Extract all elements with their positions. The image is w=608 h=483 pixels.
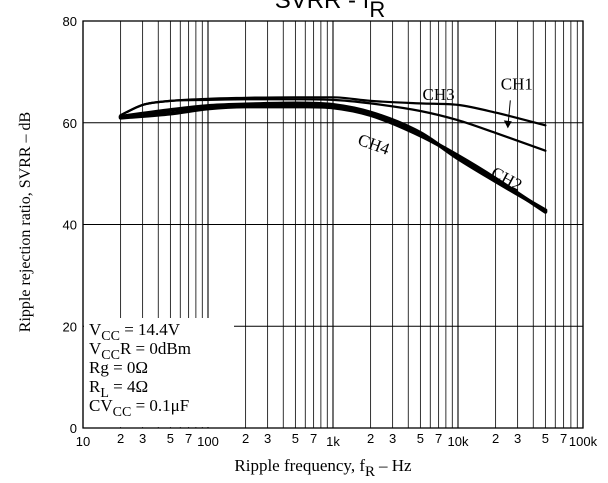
x-decade-label: 10k	[448, 434, 469, 449]
x-axis-label-sub: R	[365, 464, 375, 480]
x-minor-label: 2	[492, 431, 499, 446]
condition-sub: CC	[101, 348, 120, 363]
y-tick-label: 60	[63, 116, 77, 131]
x-minor-label: 2	[367, 431, 374, 446]
series-label-ch2: CH2	[488, 163, 525, 195]
condition-line: VCC = 14.4V	[89, 320, 181, 344]
series-label-ch3: CH3	[423, 85, 455, 104]
x-minor-label: 5	[167, 431, 174, 446]
x-minor-label: 5	[292, 431, 299, 446]
x-minor-label: 5	[417, 431, 424, 446]
x-minor-label: 7	[310, 431, 317, 446]
x-minor-label: 2	[117, 431, 124, 446]
condition-rest: R = 0dBm	[120, 339, 191, 358]
condition-main: V	[89, 339, 102, 358]
curves	[118, 96, 548, 214]
y-tick-label: 20	[63, 319, 77, 334]
series-label-ch1: CH1	[501, 75, 533, 94]
y-tick-label: 0	[70, 421, 77, 436]
x-minor-label: 7	[560, 431, 567, 446]
series-label-ch4: CH4	[355, 130, 392, 159]
y-tick-label: 40	[63, 218, 77, 233]
series-labels: CH1 CH2 CH3 CH4	[355, 75, 533, 195]
conditions-background	[84, 318, 234, 427]
x-minor-label: 7	[435, 431, 442, 446]
condition-sub: CC	[113, 405, 132, 420]
series-line-ch2	[118, 104, 548, 214]
condition-line: VCCR = 0dBm	[89, 339, 191, 363]
x-decade-label: 100k	[569, 434, 598, 449]
x-minor-label: 3	[389, 431, 396, 446]
condition-line: RL = 4Ω	[89, 377, 148, 401]
chart-title-main: SVRR - f	[275, 0, 370, 14]
condition-line: CVCC = 0.1μF	[89, 396, 189, 420]
chart-title-sub: R	[369, 0, 385, 22]
x-minor-label: 7	[185, 431, 192, 446]
condition-sub: L	[100, 386, 109, 401]
x-decade-label: 10	[76, 434, 90, 449]
x-minor-label: 3	[514, 431, 521, 446]
condition-main: CV	[89, 396, 113, 415]
condition-main: V	[89, 320, 102, 339]
x-decade-label: 100	[197, 434, 219, 449]
ch1-leader-arrowhead	[503, 120, 512, 129]
condition-main: R	[89, 377, 101, 396]
x-minor-label: 3	[139, 431, 146, 446]
condition-rest: = 4Ω	[109, 377, 148, 396]
condition-rest: = 14.4V	[120, 320, 181, 339]
y-axis-label: Ripple rejection ratio, SVRR – dB	[17, 112, 34, 332]
condition-line: Rg = 0Ω	[89, 358, 148, 377]
x-minor-label: 2	[242, 431, 249, 446]
x-axis-label-main: Ripple frequency, f	[234, 456, 365, 475]
plot-frame	[82, 20, 584, 429]
x-minor-label: 3	[264, 431, 271, 446]
x-minor-label: 5	[542, 431, 549, 446]
condition-main: Rg = 0Ω	[89, 358, 148, 377]
condition-sub: CC	[101, 329, 120, 344]
x-decade-label: 1k	[326, 434, 340, 449]
y-tick-label: 80	[63, 14, 77, 29]
series-line-ch3	[119, 96, 547, 127]
condition-rest: = 0.1μF	[131, 396, 189, 415]
chart-title: SVRR - fR	[275, 0, 386, 22]
x-axis-label-unit: – Hz	[378, 456, 412, 475]
x-axis-label: Ripple frequency, fR – Hz	[234, 456, 412, 480]
series-line-ch4	[118, 101, 548, 213]
